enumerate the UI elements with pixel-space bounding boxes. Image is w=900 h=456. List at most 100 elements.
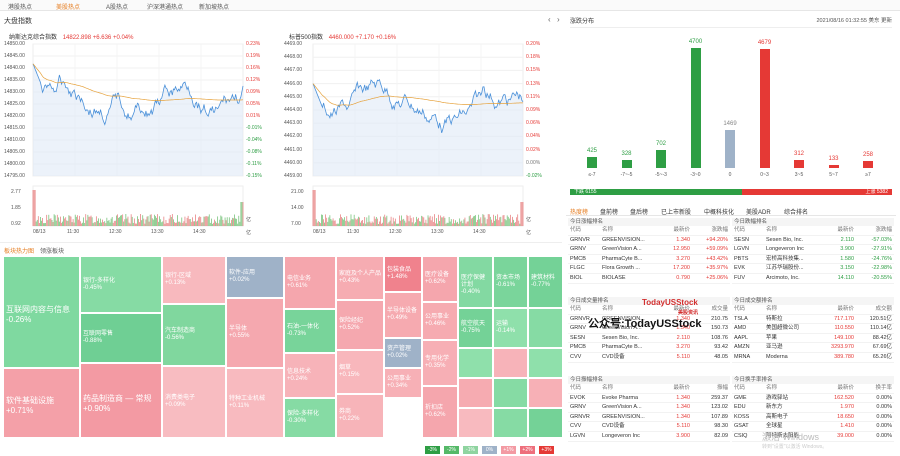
tab-connect-hot[interactable]: 沪深港通热点 [147,5,184,11]
prev-arrow-icon[interactable]: ‹ [548,15,551,24]
table-row[interactable]: SESN Sesen Bio, Inc. 2.110 -57.03% [732,236,894,246]
sector-tile[interactable] [528,348,563,378]
sector-tile[interactable]: 航空航天 -0.75% [458,308,493,348]
sector-tile[interactable]: 建筑材料 -0.77% [528,256,563,308]
sector-pct: -0.40% [461,289,481,295]
tab-hk-hot[interactable]: 港股热点 [8,5,33,11]
sector-tile[interactable] [528,378,563,408]
sector-tile[interactable]: 公用事业 +0.34% [384,368,422,398]
tab-sector-heatmap[interactable]: 板块热力图 [4,249,35,255]
sector-tile[interactable]: 运输 -0.14% [493,308,528,348]
nasdaq-chart[interactable]: 纳斯达克综合指数 14822.898 +6.636 +0.04% 14850.0… [3,28,277,240]
sector-tile[interactable]: 银行-多样化 -0.45% [80,256,162,313]
table-row[interactable]: LGVN Longeveron Inc 3.900 -27.91% [732,245,894,255]
table-row[interactable]: GRNVR GREENVISION... 1.340 +94.20% [568,236,730,246]
tab-overall-rank[interactable]: 综合排名 [784,210,809,216]
sector-tile[interactable]: 专用化学 +0.35% [422,340,458,386]
sector-tile[interactable]: 药品制造商 — 常规 +0.90% [80,363,162,438]
table-row[interactable]: PBTS 宏桥高科技集... 1.580 -24.76% [732,255,894,265]
sector-tile[interactable]: 家庭及个人产品 +0.43% [336,256,384,300]
tab-a-share-hot[interactable]: A股热点 [106,5,129,11]
sector-tile[interactable]: 折扣店 +0.62% [422,386,458,438]
table-row[interactable]: FUV Arcimoto, Inc. 14.110 -20.55% [732,274,894,284]
table-row[interactable]: PMCB PharmaCyte B... 3.270 93.42 [568,343,730,353]
sector-tile[interactable]: 保险-多样化 -0.30% [284,398,336,438]
sector-tile[interactable]: 保险经纪 +0.52% [336,300,384,350]
table-row[interactable]: CVV CVD设备 5.110 48.05 [568,353,730,363]
sector-tile[interactable]: 互联网零售 -0.88% [80,313,162,363]
table-cell: 98.30 [714,423,728,430]
sector-tile[interactable]: 烟草 +0.15% [336,350,384,394]
sector-tile[interactable] [493,378,528,408]
sector-tile[interactable] [493,408,528,438]
sector-tile[interactable] [458,378,493,408]
sector-tile[interactable]: 信息技术 +0.24% [284,353,336,398]
sector-tile[interactable]: 医疗保健计划 -0.40% [458,256,493,308]
x-tick-label: 11:30 [67,229,80,235]
sector-tile[interactable]: 软件-应用 +0.02% [226,256,284,298]
table-row[interactable]: MRNA Moderna 389.780 65.26亿 [732,353,894,363]
sector-tile[interactable]: 半导体设备 +0.49% [384,292,422,338]
tab-china-tech[interactable]: 中概科技化 [704,210,735,216]
tab-afterhours[interactable]: 盘后榜 [630,210,649,216]
table-row[interactable]: KOSS 高斯电子 18.650 0.00% [732,413,894,423]
tab-hot-list[interactable]: 热度榜 [570,210,589,216]
tab-leading-sectors[interactable]: 领涨板块 [40,249,65,255]
sector-tile[interactable]: 公用事业 +0.46% [422,302,458,340]
sector-tile[interactable]: 包装食品 +1.48% [384,256,422,292]
sp500-chart[interactable]: 标普500指数 4460.000 +7.170 +0.16% 4469.00 0.… [283,28,557,240]
table-cell: Evoke Pharma [602,394,639,401]
sector-tile[interactable]: 电信业务 +0.61% [284,256,336,309]
sector-tile[interactable]: 券商 +0.22% [336,394,384,438]
table-row[interactable]: GME 游戏驿站 162.520 0.00% [732,394,894,404]
table-row[interactable]: FLGC Flora Growth ... 17.200 +35.97% [568,264,730,274]
table-row[interactable]: GRNVR GREENVISION... 1.340 210.75 [568,315,730,325]
table-row[interactable]: EDU 新东方 1.970 0.00% [732,403,894,413]
sector-pct: +0.09% [165,402,186,408]
sector-tile[interactable] [493,348,528,378]
sector-tile[interactable]: 汽车制造商 -0.56% [162,304,226,366]
tab-new-ipo[interactable]: 已上市新股 [661,210,692,216]
table-row[interactable]: LGVN Longeveron Inc 3.900 82.09 [568,432,730,442]
sector-tile[interactable]: 互联网内容与信息 -0.26% [3,256,80,368]
table-row[interactable]: GRNVR GREENVISION... 1.340 107.89 [568,413,730,423]
table-row[interactable]: AAPL 苹果 149.100 88.42亿 [732,334,894,344]
table-row[interactable]: GRNV GreenVision A... 12.950 +59.09% [568,245,730,255]
sector-tile[interactable] [528,408,563,438]
tab-premarket[interactable]: 盘前榜 [600,210,619,216]
distribution-label: -7~-5 [620,172,633,178]
table-cell: FUV [734,274,745,281]
sector-tile[interactable]: 资产管理 +0.02% [384,338,422,368]
sector-tile[interactable]: 半导体 +0.55% [226,298,284,368]
sector-tile[interactable]: 医疗设备 +0.62% [422,256,458,302]
tab-us-adr[interactable]: 美股ADR [746,210,771,216]
x-tick-label: 13:30 [431,229,444,235]
table-row[interactable]: TSLA 特斯拉 717.170 120.51亿 [732,315,894,325]
distribution-value: 702 [655,141,666,148]
sector-tile[interactable]: 软件基础设施 +0.71% [3,368,80,438]
table-row[interactable]: GRNV GreenVision A... 1.340 150.73 [568,324,730,334]
index-pct: +0.16% [375,35,397,41]
table-row[interactable]: GSAT 全球星 1.410 0.00% [732,422,894,432]
next-arrow-icon[interactable]: › [557,15,560,24]
table-row[interactable]: EVOK Evoke Pharma 1.340 259.37 [568,394,730,404]
sector-tile[interactable]: 特种工业机械 +0.11% [226,368,284,438]
table-row[interactable]: SESN Sesen Bio, Inc. 2.110 108.76 [568,334,730,344]
sector-tile[interactable] [458,348,493,378]
sector-tile[interactable]: 资本市场 -0.61% [493,256,528,308]
table-row[interactable]: AMZN 亚马逊 3293.970 67.69亿 [732,343,894,353]
table-row[interactable]: CVV CVD设备 5.110 98.30 [568,422,730,432]
sector-tile[interactable]: 消费类电子 +0.09% [162,366,226,438]
sector-tile[interactable] [458,408,493,438]
sector-tile[interactable] [528,308,563,348]
table-row[interactable]: GRNV GreenVision A... 1.340 123.02 [568,403,730,413]
sector-tile[interactable]: 银行-区域 +0.13% [162,256,226,304]
table-row[interactable]: CSIQ 阿特斯太阳能 39.000 0.00% [732,432,894,442]
table-row[interactable]: AMD 美国超微公司 110.550 110.14亿 [732,324,894,334]
table-row[interactable]: EVK 江苏华瑞股份... 3.150 -22.98% [732,264,894,274]
tab-us-hot[interactable]: 美股热点 [56,5,81,11]
sector-tile[interactable]: 石油-一体化 -0.73% [284,309,336,353]
table-row[interactable]: BIOL BIOLASE 0.790 +25.06% [568,274,730,284]
table-row[interactable]: PMCB PharmaCyte B... 3.270 +43.42% [568,255,730,265]
tab-sg-hot[interactable]: 新加坡热点 [199,5,230,11]
